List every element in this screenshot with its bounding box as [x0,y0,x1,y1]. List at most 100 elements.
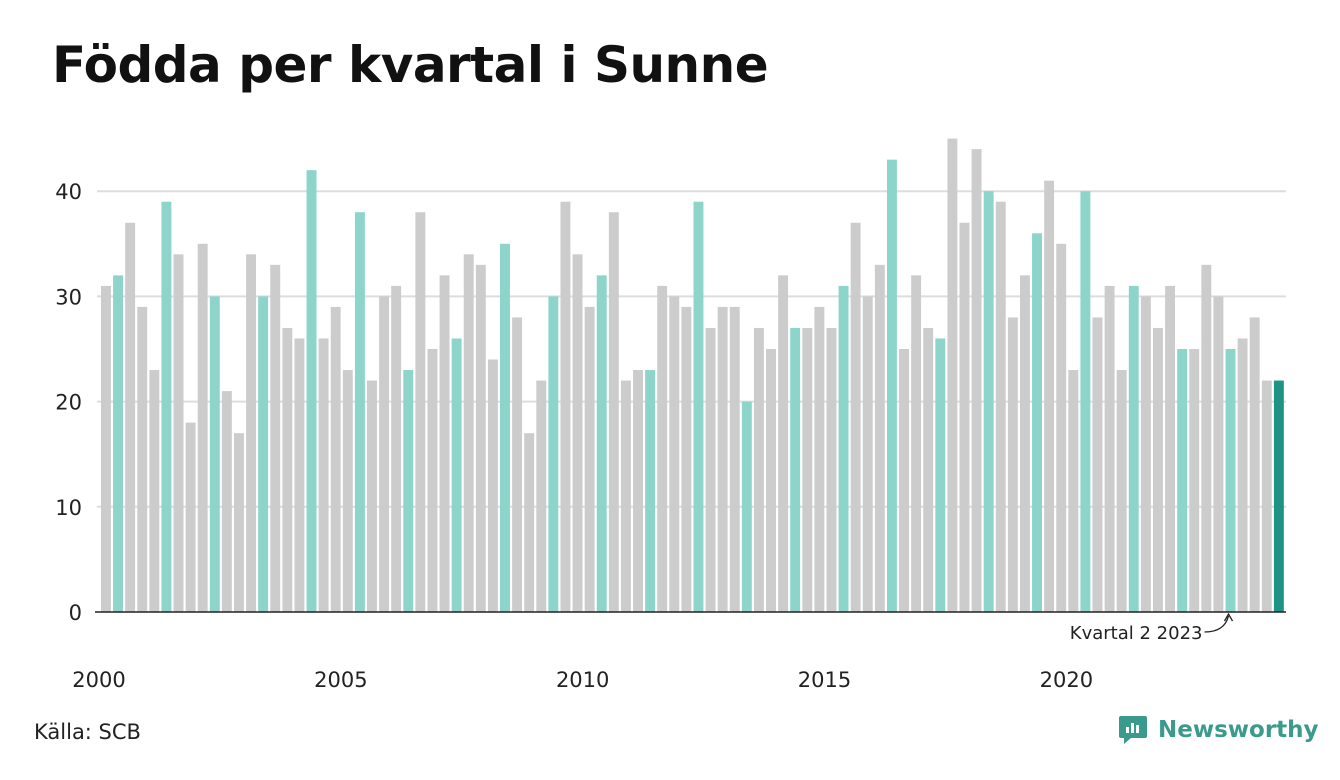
bar [681,306,692,612]
y-tick-label: 20 [55,391,82,415]
bar [173,254,184,612]
bar [1225,349,1236,612]
bar [548,296,559,612]
bar [790,327,801,612]
bar [1237,338,1248,612]
bar [258,296,269,612]
bar [137,306,148,612]
bar [560,201,571,612]
y-tick-label: 10 [55,496,82,520]
bar [983,191,994,612]
x-tick-label: 2020 [1040,668,1093,692]
bar [125,222,136,612]
bar [899,349,909,612]
bar [270,264,281,612]
bar [633,370,643,612]
bar [645,370,656,612]
bar [717,306,728,612]
y-axis-ticks: 0 10 20 30 40 [55,180,82,625]
bar [487,359,498,612]
bar [209,296,220,612]
bar [802,327,813,612]
bar [669,296,680,612]
bar [935,338,946,612]
bar [1189,349,1200,612]
bar [113,275,124,612]
bar [766,349,776,612]
bar [367,380,377,612]
bar [330,306,341,612]
bar [971,149,982,612]
bar [463,254,474,612]
bar [814,306,825,612]
bar [1152,327,1163,612]
bar [826,327,837,612]
bar [911,275,922,612]
bar [1068,370,1079,612]
bar [608,212,619,613]
bar [234,433,244,612]
bar [1177,349,1188,612]
bar [995,201,1006,612]
bar [1032,233,1042,612]
bar [850,222,861,612]
bar [778,275,789,612]
bar [874,264,885,612]
bar [705,327,716,612]
bar [391,285,402,612]
bar [197,243,208,613]
bars [101,138,1284,613]
bar [149,370,160,612]
y-tick-label: 40 [55,180,82,204]
bar [729,306,740,612]
bar [536,380,547,612]
bar [959,222,970,612]
bar [1007,317,1018,612]
bar [1213,296,1224,612]
bar [318,338,329,612]
annotation-label: Kvartal 2 2023 [1070,623,1203,644]
bar [620,380,631,612]
chart-title: Födda per kvartal i Sunne [52,36,769,94]
bar [439,275,450,612]
bar [427,349,438,612]
bar [947,138,958,612]
bar [306,170,317,612]
bar [1165,285,1175,612]
x-tick-label: 2000 [72,668,125,692]
bar [161,201,172,612]
annotation-arrowhead [1223,612,1234,622]
bar [886,159,897,612]
bar [185,422,196,612]
x-tick-label: 2015 [798,668,851,692]
y-tick-label: 0 [69,601,82,625]
brand-name: Newsworthy [1158,717,1319,743]
bar [1104,285,1115,612]
bar [1044,180,1055,612]
annotation: Kvartal 2 2023 [1070,612,1234,644]
bar [1140,296,1151,612]
bar [584,306,595,612]
bar [415,212,426,613]
x-tick-label: 2010 [556,668,609,692]
bar [1116,370,1127,612]
source-label: Källa: SCB [34,720,141,744]
bar [500,243,510,613]
newsworthy-logo-icon [1119,716,1147,744]
x-axis-ticks: 2000 2005 2010 2015 2020 [72,668,1093,692]
bar [923,327,934,612]
bar [512,317,523,612]
bar [221,391,232,612]
bar [342,370,353,612]
bar [524,433,535,612]
bar [1128,285,1139,612]
bar [1261,380,1272,612]
bar [753,327,764,612]
bar [475,264,486,612]
bar [838,285,849,612]
bar [572,254,583,612]
bar [741,401,752,612]
x-tick-label: 2005 [314,668,367,692]
bar [862,296,873,612]
